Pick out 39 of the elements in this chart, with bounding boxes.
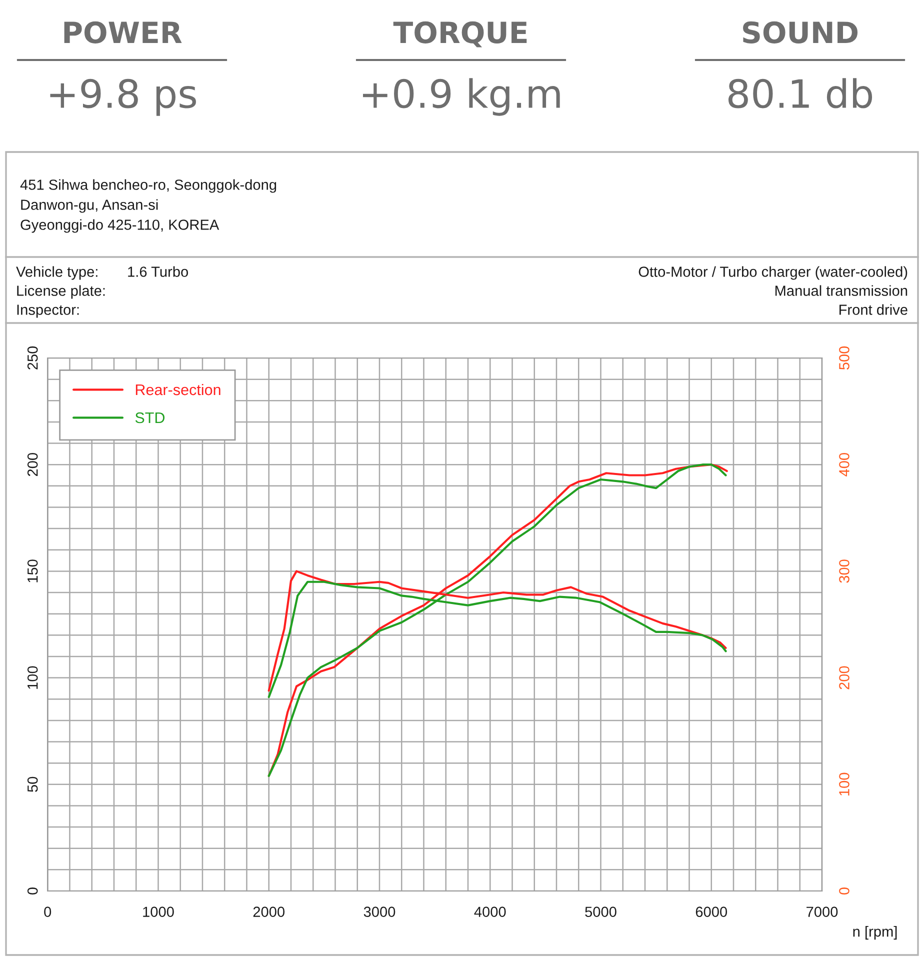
text: 80.1 db: [728, 78, 872, 108]
y-tick-label: 250: [27, 346, 38, 370]
x-tick-label: 6000: [696, 906, 728, 917]
x-tick-label: 1000: [143, 906, 174, 917]
x-tick-label: 0: [44, 906, 52, 917]
text: SOUND: [743, 21, 858, 44]
text: 1.6 Turbo: [128, 266, 188, 277]
y2-tick-label: 200: [839, 666, 850, 690]
y2-tick-label: 100: [839, 772, 850, 796]
x-axis-title: n [rpm]: [853, 926, 897, 940]
y2-tick-label: 400: [839, 453, 850, 476]
text: +9.8 ps: [50, 78, 196, 116]
x-tick-label: 5000: [585, 906, 616, 917]
y-tick-label: 0: [27, 888, 38, 894]
x-tick-label: 7000: [806, 906, 838, 917]
y2-tick-label: 300: [839, 560, 850, 583]
legend-label: STD: [135, 412, 165, 424]
text: Inspector:: [17, 304, 79, 318]
text: Vehicle type:: [16, 266, 98, 280]
x-tick-label: 4000: [474, 906, 506, 917]
text: Danwon-gu, Ansan-si: [21, 199, 158, 213]
legend-label: Rear-section: [136, 384, 220, 396]
text: POWER: [64, 21, 182, 44]
y-tick-label: 50: [27, 776, 38, 792]
text: License plate:: [17, 285, 105, 299]
y-tick-label: 150: [27, 560, 38, 582]
x-tick-label: 2000: [253, 906, 285, 917]
y-tick-label: 200: [27, 453, 38, 476]
x-tick-label: 3000: [364, 906, 396, 917]
text: TORQUE: [393, 21, 527, 48]
text: +0.9 kg.m: [363, 78, 560, 116]
y-tick-label: 100: [27, 666, 38, 689]
text: Otto-Motor / Turbo charger (water-cooled): [638, 266, 908, 280]
text: Gyeonggi-do 425-110, KOREA: [20, 219, 220, 233]
y2-tick-label: 500: [839, 346, 850, 370]
text: Front drive: [840, 304, 908, 315]
y2-tick-label: 0: [839, 888, 850, 894]
text: Manual transmission: [775, 285, 908, 296]
text: 451 Sihwa bencheo-ro, Seonggok-dong: [20, 179, 276, 193]
